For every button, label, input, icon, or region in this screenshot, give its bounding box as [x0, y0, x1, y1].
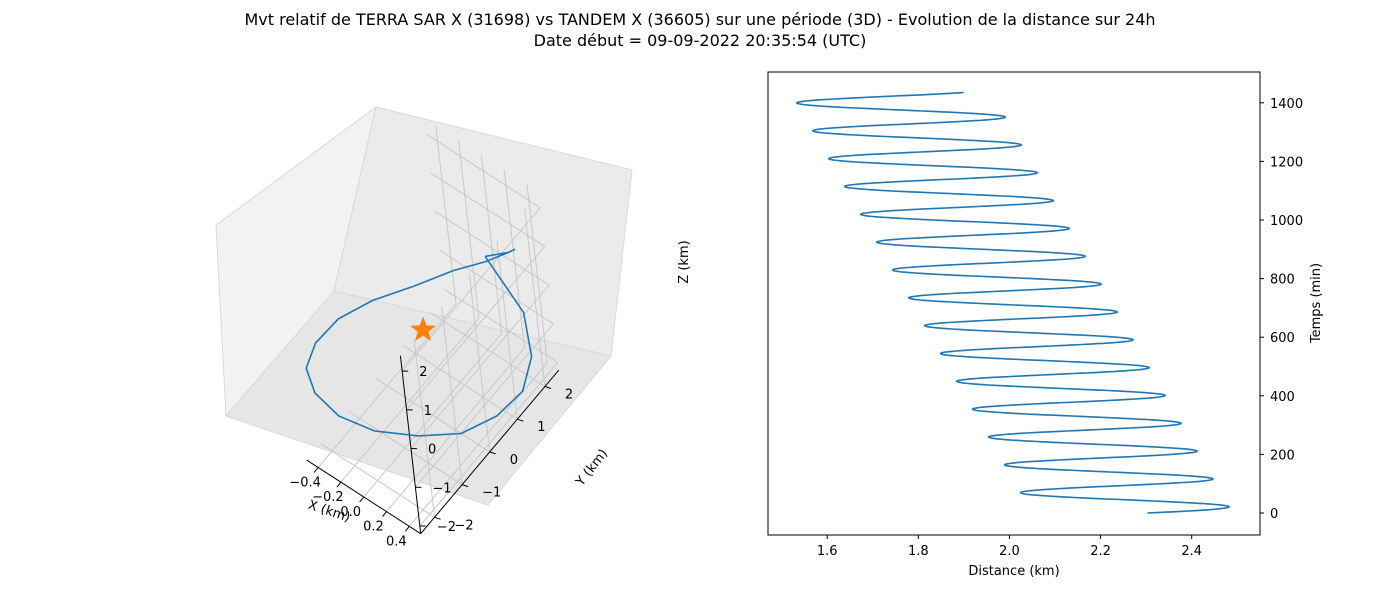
plot-frame — [767, 71, 1261, 536]
y-tick-label: 800 — [1270, 273, 1295, 288]
y-tick — [489, 451, 496, 455]
y-tick — [461, 484, 469, 488]
grid-line — [503, 170, 525, 349]
chart-title-line2: Date début = 09-09-2022 20:35:54 (UTC) — [533, 31, 867, 50]
z-tick-label: 1 — [424, 404, 432, 419]
y-tick-label: 1400 — [1270, 97, 1303, 112]
grid-line — [401, 207, 541, 372]
grid-line — [524, 208, 546, 387]
x-tick-label: 1.6 — [817, 544, 838, 559]
series-3d-line — [305, 248, 533, 437]
grid-line — [526, 184, 548, 363]
y-tick-label: 200 — [1270, 448, 1295, 463]
grid-line — [320, 443, 435, 518]
star-marker — [409, 316, 437, 342]
x-tick-label: 2.2 — [1090, 544, 1111, 559]
grid-line — [458, 140, 480, 319]
grid-line — [425, 133, 541, 209]
grid-3d — [317, 125, 559, 527]
x-ticks-2d: 1.6 1.8 2.0 2.2 2.4 — [817, 535, 1202, 559]
grid-line — [406, 246, 545, 411]
y-tick — [517, 418, 524, 422]
x-tick — [404, 525, 410, 532]
y-tick-label: 0 — [1270, 507, 1278, 522]
x-tick-label: −0.4 — [289, 476, 321, 491]
y-tick-label: 2 — [565, 388, 573, 403]
x-tick-label: 2.4 — [1181, 544, 1202, 559]
grid-line — [480, 155, 503, 334]
y-axis-label-3d: Y (km) — [573, 447, 612, 490]
pane-floor — [225, 290, 612, 506]
grid-line — [439, 249, 554, 325]
x-tick — [382, 511, 387, 517]
y-tick-label: 1200 — [1270, 155, 1303, 170]
y-tick-label: −1 — [482, 486, 501, 501]
z-tick-label: −1 — [432, 481, 451, 496]
y-tick-label: 1 — [537, 420, 545, 435]
x-axis-label: Distance (km) — [968, 564, 1059, 579]
z-axis-line — [399, 355, 422, 534]
x-tick — [359, 496, 365, 503]
y-tick — [544, 386, 552, 389]
y-ticks-2d: 0 200 400 600 800 1000 1200 1400 — [1260, 97, 1303, 522]
x-tick-label: 2.0 — [999, 544, 1020, 559]
x-tick-label: −0.2 — [312, 490, 344, 505]
x-tick-label: 0.2 — [363, 520, 384, 535]
y-tick — [434, 516, 441, 520]
grid-line — [434, 210, 550, 286]
x-tick — [313, 467, 319, 473]
chart-title-line1: Mvt relatif de TERRA SAR X (31698) vs TA… — [244, 10, 1156, 29]
grid-line — [441, 306, 463, 485]
z-tick-label: −2 — [437, 520, 456, 535]
grid-line — [435, 125, 457, 305]
y-tick-label: 1000 — [1270, 214, 1303, 229]
x-tick-label: 0.4 — [386, 534, 407, 549]
y-tick-label: 0 — [510, 453, 518, 468]
grid-line — [410, 284, 550, 449]
grid-line — [430, 172, 545, 247]
grid-line — [468, 273, 491, 452]
x-tick-label: 1.8 — [908, 544, 929, 559]
grid-line — [347, 410, 463, 486]
grid-line — [403, 345, 518, 420]
x-tick-label: 0.0 — [340, 505, 361, 520]
x-tick — [336, 481, 342, 488]
grid-line — [430, 312, 546, 387]
y-tick-label: 400 — [1270, 390, 1295, 405]
z-tick-label: 0 — [428, 443, 436, 458]
grid-line — [413, 339, 435, 518]
ticks-3d: −0.4−0.20.00.20.4 −2 −1 0 1 2 −2 −1 0 1 2 — [289, 365, 573, 549]
grid-line — [419, 362, 559, 527]
grid-line — [375, 377, 490, 453]
series-distance-line — [795, 91, 1231, 514]
y-tick-label: −2 — [455, 518, 474, 533]
plot-2d: 1.6 1.8 2.0 2.2 2.4 0 200 400 600 800 1000 1200 140… — [767, 71, 1324, 579]
z-axis-label-3d: Z (km) — [677, 240, 692, 283]
z-tick-label: 2 — [419, 365, 427, 380]
grid-line — [443, 288, 559, 363]
y-tick-label: 600 — [1270, 331, 1295, 346]
y-axis-label: Temps (min) — [1309, 263, 1324, 344]
